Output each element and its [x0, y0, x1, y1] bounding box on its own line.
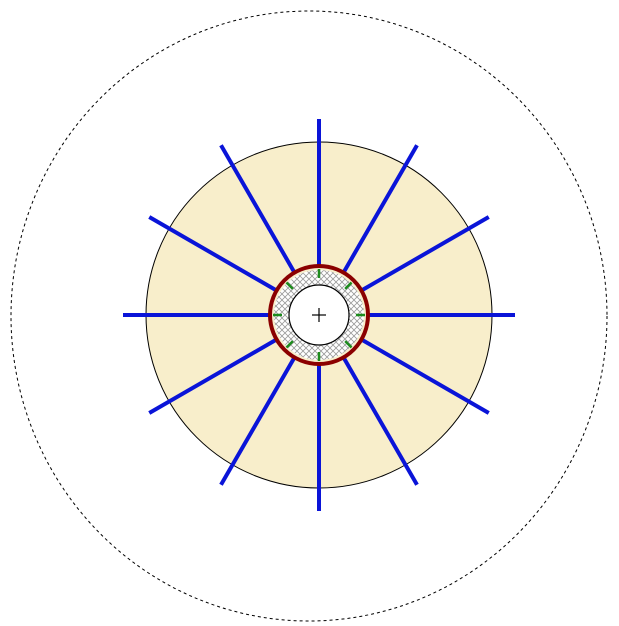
outer-boundary — [10, 10, 608, 622]
radial-line — [341, 144, 419, 274]
radial-line — [219, 144, 297, 274]
ring-outer-outline — [268, 264, 370, 366]
tie-mark — [344, 340, 353, 349]
radial-lines — [123, 119, 515, 511]
tie-marks — [273, 269, 365, 361]
tie-mark — [285, 340, 294, 349]
radial-line — [148, 337, 278, 415]
tie-mark — [285, 281, 294, 290]
radial-line — [341, 356, 419, 486]
radial-line — [360, 215, 490, 293]
radial-line — [219, 356, 297, 486]
radial-line — [360, 337, 490, 415]
tie-mark — [344, 281, 353, 290]
radial-line — [148, 215, 278, 293]
plus-icon — [312, 308, 326, 322]
